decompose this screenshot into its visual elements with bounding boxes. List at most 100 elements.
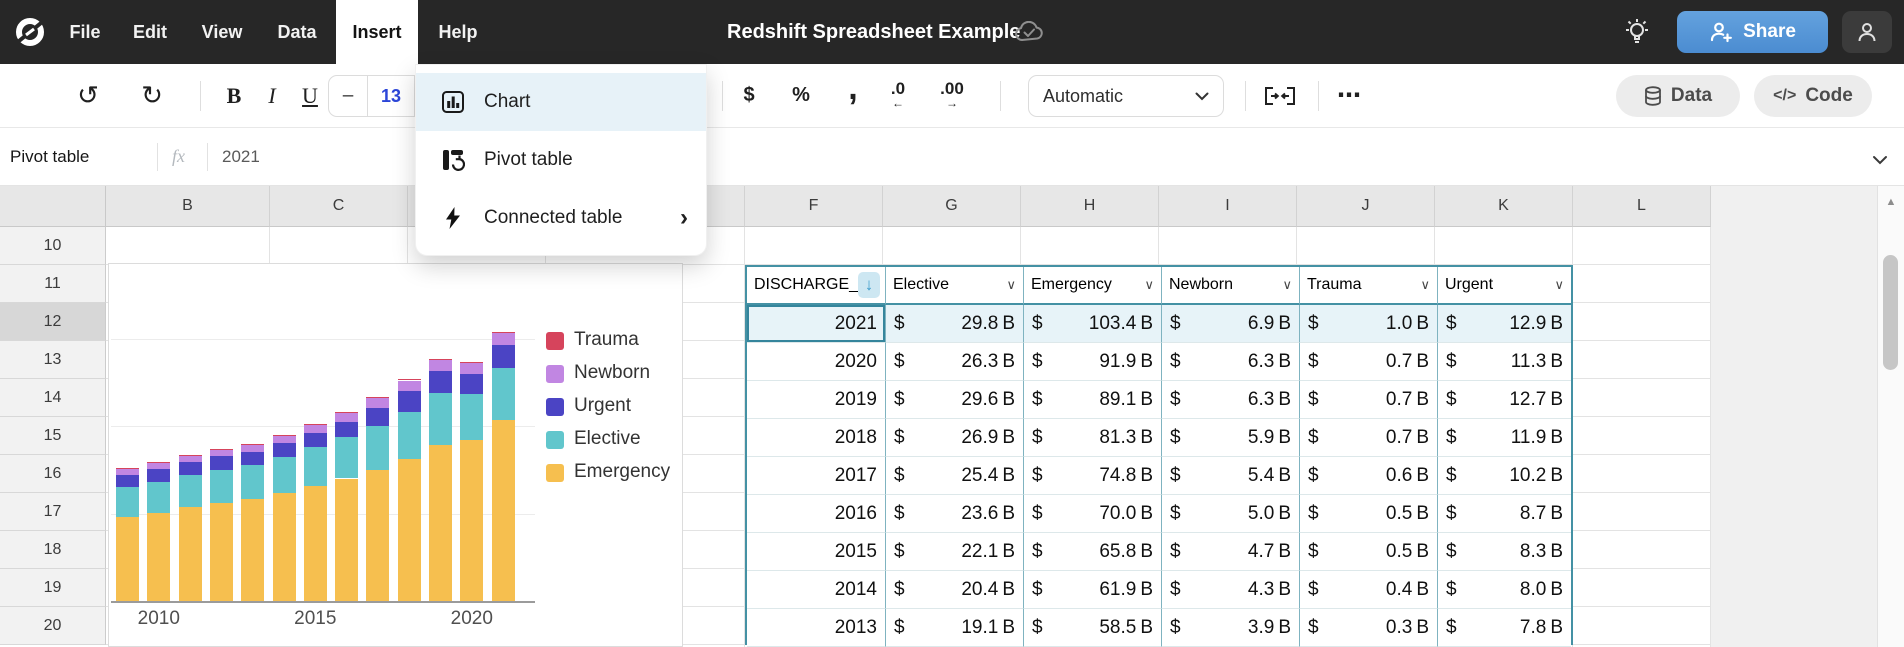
table-header-trauma[interactable]: Trauma ∨: [1299, 267, 1437, 305]
table-cell[interactable]: $25.4 B: [885, 457, 1023, 495]
table-header-urgent[interactable]: Urgent ∨: [1437, 267, 1571, 305]
menu-insert[interactable]: Insert: [336, 0, 418, 64]
table-cell[interactable]: $5.9 B: [1161, 419, 1299, 457]
table-cell[interactable]: $6.3 B: [1161, 343, 1299, 381]
menu-item-pivot-table[interactable]: Pivot table: [416, 131, 706, 189]
table-cell-year[interactable]: 2020: [747, 343, 885, 381]
scroll-up-icon[interactable]: ▲: [1885, 196, 1897, 208]
formula-input[interactable]: 2021: [222, 147, 260, 166]
table-cell[interactable]: $26.3 B: [885, 343, 1023, 381]
row-header-17[interactable]: 17: [0, 493, 106, 531]
table-cell[interactable]: $0.3 B: [1299, 609, 1437, 647]
comma-format-button[interactable]: ,: [848, 69, 858, 107]
italic-button[interactable]: I: [268, 82, 276, 108]
table-header-discharge-[interactable]: DISCHARGE_ ↓: [747, 267, 885, 305]
row-header-10[interactable]: 10: [0, 227, 106, 265]
table-cell[interactable]: $29.6 B: [885, 381, 1023, 419]
table-cell[interactable]: $29.8 B: [885, 305, 1023, 343]
lightbulb-icon[interactable]: [1622, 17, 1652, 52]
menu-view[interactable]: View: [201, 22, 243, 42]
table-cell[interactable]: $58.5 B: [1023, 609, 1161, 647]
table-cell[interactable]: $61.9 B: [1023, 571, 1161, 609]
table-header-emergency[interactable]: Emergency ∨: [1023, 267, 1161, 305]
table-cell-year[interactable]: 2019: [747, 381, 885, 419]
table-cell[interactable]: $89.1 B: [1023, 381, 1161, 419]
table-cell[interactable]: $81.3 B: [1023, 419, 1161, 457]
account-button[interactable]: [1842, 11, 1892, 53]
table-cell[interactable]: $0.7 B: [1299, 343, 1437, 381]
scrollbar-thumb[interactable]: [1883, 255, 1898, 370]
bold-button[interactable]: B: [226, 82, 242, 108]
column-header-c[interactable]: C: [270, 186, 408, 227]
table-cell[interactable]: $19.1 B: [885, 609, 1023, 647]
table-cell[interactable]: $4.3 B: [1161, 571, 1299, 609]
table-cell[interactable]: $70.0 B: [1023, 495, 1161, 533]
table-cell[interactable]: $0.5 B: [1299, 533, 1437, 571]
app-logo-icon[interactable]: [14, 16, 46, 48]
table-cell[interactable]: $22.1 B: [885, 533, 1023, 571]
undo-button[interactable]: ↺: [77, 80, 99, 110]
filter-chevron-icon[interactable]: ∨: [1554, 277, 1564, 292]
table-cell[interactable]: $6.9 B: [1161, 305, 1299, 343]
sheet-column[interactable]: [1573, 227, 1711, 647]
menu-item-chart[interactable]: Chart: [416, 73, 706, 131]
font-size-value[interactable]: 13: [380, 85, 402, 106]
table-cell-year[interactable]: 2013: [747, 609, 885, 647]
number-format-select[interactable]: Automatic: [1028, 75, 1224, 117]
table-cell[interactable]: $5.4 B: [1161, 457, 1299, 495]
underline-button[interactable]: U: [302, 82, 318, 108]
decrease-decimal-button[interactable]: .0 ←: [880, 64, 916, 127]
row-header-13[interactable]: 13: [0, 341, 106, 379]
table-cell[interactable]: $103.4 B: [1023, 305, 1161, 343]
table-cell-year[interactable]: 2014: [747, 571, 885, 609]
code-panel-button[interactable]: </> Code: [1754, 75, 1872, 117]
menu-edit[interactable]: Edit: [133, 22, 167, 42]
table-cell[interactable]: $7.8 B: [1437, 609, 1571, 647]
table-cell[interactable]: $0.7 B: [1299, 381, 1437, 419]
row-header-11[interactable]: 11: [0, 265, 106, 303]
select-all-corner[interactable]: [0, 186, 106, 227]
table-cell[interactable]: $0.4 B: [1299, 571, 1437, 609]
column-header-j[interactable]: J: [1297, 186, 1435, 227]
table-header-elective[interactable]: Elective ∨: [885, 267, 1023, 305]
row-header-14[interactable]: 14: [0, 379, 106, 417]
filter-chevron-icon[interactable]: ∨: [1144, 277, 1154, 292]
table-cell[interactable]: $12.7 B: [1437, 381, 1571, 419]
table-cell[interactable]: $11.9 B: [1437, 419, 1571, 457]
table-cell[interactable]: $74.8 B: [1023, 457, 1161, 495]
formula-bar-expand-button[interactable]: [1872, 152, 1888, 170]
column-header-g[interactable]: G: [883, 186, 1021, 227]
column-header-h[interactable]: H: [1021, 186, 1159, 227]
table-cell-year[interactable]: 2016: [747, 495, 885, 533]
share-button[interactable]: Share: [1677, 11, 1828, 53]
column-header-b[interactable]: B: [106, 186, 270, 227]
filter-chevron-icon[interactable]: ∨: [1282, 277, 1292, 292]
menu-help[interactable]: Help: [438, 22, 478, 42]
table-cell[interactable]: $8.7 B: [1437, 495, 1571, 533]
row-header-19[interactable]: 19: [0, 569, 106, 607]
table-cell[interactable]: $3.9 B: [1161, 609, 1299, 647]
column-header-f[interactable]: F: [745, 186, 883, 227]
fit-columns-button[interactable]: [1258, 64, 1302, 127]
redo-button[interactable]: ↻: [141, 80, 163, 110]
table-cell[interactable]: $0.7 B: [1299, 419, 1437, 457]
column-header-k[interactable]: K: [1435, 186, 1573, 227]
menu-item-connected-table[interactable]: Connected table ›: [416, 189, 706, 247]
data-panel-button[interactable]: Data: [1616, 75, 1740, 117]
row-header-16[interactable]: 16: [0, 455, 106, 493]
table-cell[interactable]: $20.4 B: [885, 571, 1023, 609]
table-cell-year[interactable]: 2017: [747, 457, 885, 495]
table-cell[interactable]: $8.3 B: [1437, 533, 1571, 571]
percent-format-button[interactable]: %: [792, 84, 810, 106]
table-cell[interactable]: $65.8 B: [1023, 533, 1161, 571]
table-header-newborn[interactable]: Newborn ∨: [1161, 267, 1299, 305]
menu-data[interactable]: Data: [277, 22, 317, 42]
increase-decimal-button[interactable]: .00 →: [932, 64, 972, 127]
table-cell[interactable]: $0.5 B: [1299, 495, 1437, 533]
row-header-18[interactable]: 18: [0, 531, 106, 569]
table-cell[interactable]: $0.6 B: [1299, 457, 1437, 495]
currency-format-button[interactable]: $: [743, 84, 755, 106]
column-header-l[interactable]: L: [1573, 186, 1711, 227]
sort-desc-icon[interactable]: ↓: [858, 272, 881, 298]
filter-chevron-icon[interactable]: ∨: [1420, 277, 1430, 292]
